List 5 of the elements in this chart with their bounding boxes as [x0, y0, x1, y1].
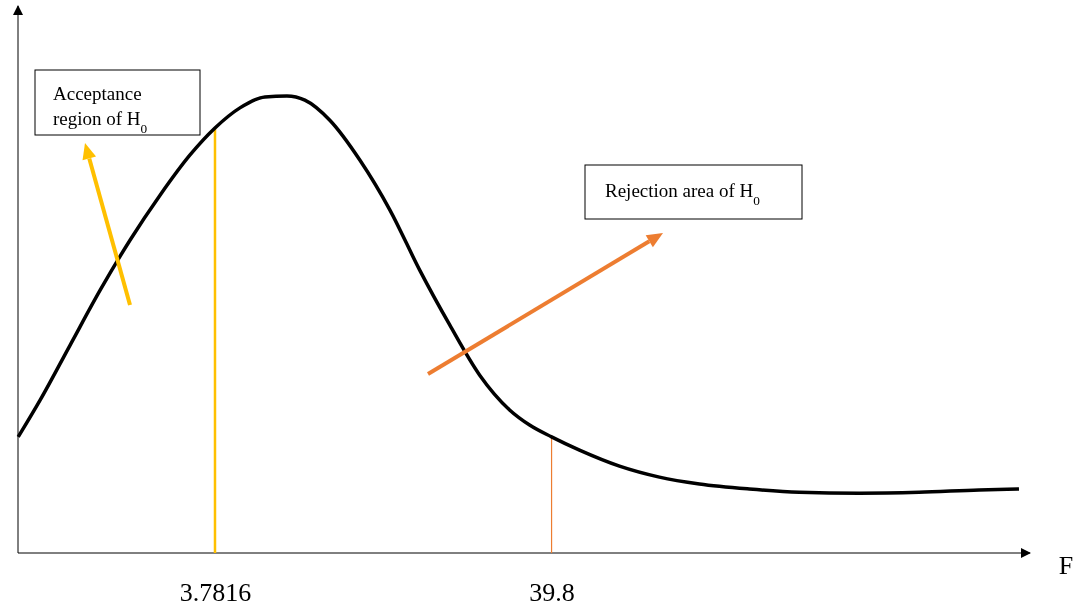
annotation: Acceptance region of H$_{0}$: [53, 83, 148, 136]
x-axis-title: F: [1058, 551, 1074, 580]
x-tick-label: 39.8: [529, 578, 575, 608]
x-tick-label: 3.7816: [179, 578, 252, 608]
annotation: Rejection area of H$_{0}$: [605, 180, 761, 208]
